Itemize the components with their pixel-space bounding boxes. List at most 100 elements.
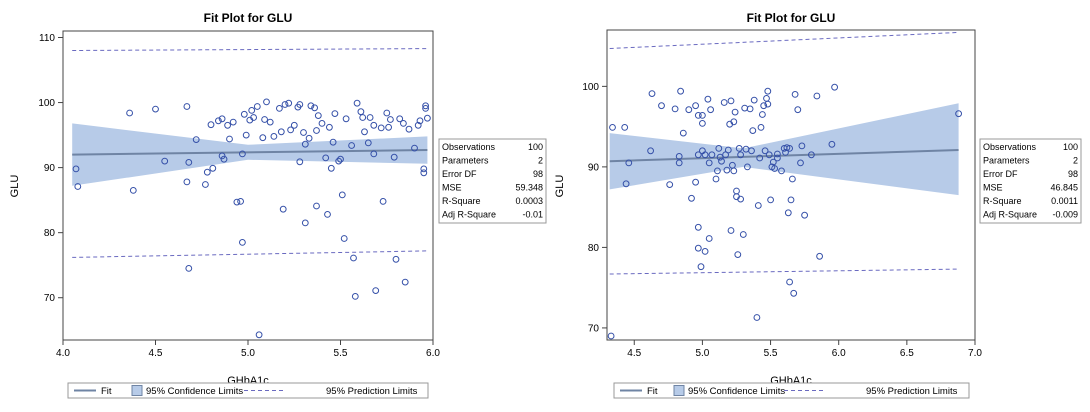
data-point [737,195,744,203]
data-point [757,124,765,131]
stat-label: Parameters [442,156,489,166]
data-point [383,109,391,117]
data-point [129,187,137,194]
data-point [666,181,674,189]
data-point [748,147,755,155]
data-point [242,131,250,139]
data-point [675,159,683,167]
data-point [759,111,766,118]
data-point [648,90,656,97]
data-point [734,251,742,259]
data-point [239,150,246,158]
data-point [422,105,430,112]
data-point [625,159,633,167]
x-tick-label: 4.5 [627,348,641,359]
plot-frame [62,30,434,341]
data-point [353,99,361,107]
y-tick-label: 80 [588,243,600,254]
data-point [259,134,267,142]
data-point [718,157,725,165]
data-point [377,124,385,132]
data-point [701,248,709,255]
data-point [224,121,232,129]
data-point [782,149,789,156]
data-point [765,151,773,159]
data-point [797,159,804,167]
fit-line [72,149,428,156]
data-point [424,114,431,122]
data-point [192,136,200,144]
data-point [322,154,330,162]
y-tick-label: 100 [38,98,55,109]
data-point [215,117,222,125]
stat-value: 100 [1063,142,1078,152]
data-point [396,115,404,123]
data-point [677,87,684,95]
data-point [185,159,193,166]
data-point [202,181,209,188]
data-point [808,151,815,159]
data-point [348,142,356,149]
data-point [730,118,738,126]
data-point [229,118,237,126]
data-point [831,83,838,91]
data-point [351,293,359,300]
data-point [707,106,714,114]
stat-value: 0.0003 [515,196,543,206]
data-point [756,154,764,162]
x-tick-label: 6.5 [900,348,914,359]
data-point [307,102,315,110]
data-point [370,121,378,129]
data-point [270,133,278,140]
data-point [688,194,695,202]
data-point [704,95,712,103]
data-point [694,112,702,119]
data-point [789,175,796,183]
data-point [379,198,387,205]
data-point [774,154,781,162]
data-point [739,231,747,238]
data-point [671,105,679,113]
legend-prediction-label: 95% Prediction Limits [866,386,958,397]
data-point [778,167,785,175]
legend-fit-label: Fit [647,386,658,397]
data-point [126,109,134,117]
data-point [675,153,683,160]
data-point [754,202,762,209]
data-point [411,144,418,152]
data-point [705,235,713,242]
y-tick-label: 110 [39,33,55,44]
data-point [237,198,245,205]
x-tick-label: 5.0 [241,348,255,359]
data-point [279,205,287,213]
stat-label: Adj R-Square [983,210,1037,220]
data-point [744,163,751,171]
data-point [786,145,793,152]
legend-confidence-swatch [673,385,685,396]
prediction-limit-upper [609,31,959,49]
stat-value: -0.01 [522,210,543,220]
data-point [285,99,293,107]
data-point [263,98,270,106]
chart-title: Fit Plot for GLU [747,11,836,25]
data-point [769,158,777,166]
data-point [714,167,721,175]
data-point [253,103,261,110]
plot-frame [606,29,976,341]
y-tick-label: 70 [588,323,600,334]
data-point [364,139,372,147]
data-point [337,155,344,163]
data-point [813,92,821,100]
data-point [261,116,269,123]
data-point [301,219,309,227]
data-point [798,142,806,150]
x-tick-label: 4.5 [149,348,163,359]
data-point [692,102,699,110]
legend: Fit 95% Confidence Limits 95% Prediction L… [613,382,970,399]
data-point [281,101,289,108]
data-point [305,134,313,142]
data-point [685,106,693,114]
data-point [737,151,744,159]
data-point [716,153,724,161]
